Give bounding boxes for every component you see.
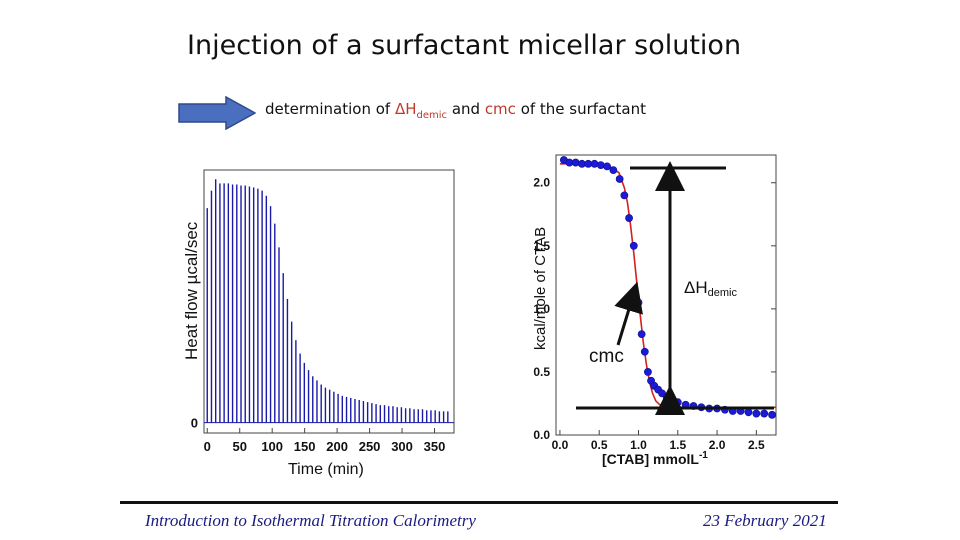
heat-y-tick-label: 0: [191, 416, 198, 431]
slide-title: Injection of a surfactant micellar solut…: [187, 30, 742, 61]
data-point: [689, 402, 698, 410]
right-arrow-icon: [178, 96, 256, 130]
footer-divider: [120, 501, 838, 504]
enthalpy-x-tick-label: 2.5: [748, 438, 765, 452]
data-point: [615, 175, 624, 183]
subtitle-prefix: determination of: [265, 100, 395, 118]
data-point: [736, 407, 745, 415]
data-point: [625, 214, 633, 222]
data-point: [667, 397, 676, 405]
subtitle-delta-h: ΔH: [394, 100, 417, 118]
heat-x-tick-label: 250: [359, 439, 381, 454]
enthalpy-x-tick-label: 2.0: [709, 438, 726, 452]
heat-x-tick-label: 100: [261, 439, 283, 454]
heat-flow-xlabel: Time (min): [288, 461, 364, 478]
fit-curve: [559, 163, 776, 409]
heat-x-tick-label: 300: [391, 439, 413, 454]
enthalpy-xlabel-main: [CTAB] mmolL: [602, 451, 699, 467]
heat-flow-chart: 0 50 100 150 200 250 300 350 0 Heat flow µcal/se…: [182, 169, 455, 478]
enthalpy-y-tick-label: 0.0: [533, 428, 550, 442]
data-point: [634, 298, 643, 307]
subtitle-suffix: of the surfactant: [515, 100, 646, 118]
data-point: [713, 404, 721, 413]
enthalpy-y-tick-label: 2.0: [533, 176, 550, 190]
data-point: [768, 410, 776, 419]
enthalpy-x-tick-label: 0.5: [591, 438, 608, 452]
footer-course-title: Introduction to Isothermal Titration Cal…: [145, 511, 476, 530]
data-point: [629, 241, 638, 250]
subtitle-and: and: [447, 100, 485, 118]
enthalpy-y-tick-label: 0.5: [533, 365, 550, 379]
right-arrow-shape: [178, 96, 256, 130]
data-point: [681, 400, 690, 409]
data-point: [644, 368, 652, 376]
subtitle-delta-h-sub: demic: [416, 110, 448, 121]
enthalpy-y-tick-label: 1.0: [533, 302, 550, 316]
data-point: [728, 407, 737, 415]
data-point: [571, 158, 580, 167]
heat-x-tick-label: 0: [204, 439, 211, 454]
heat-x-tick-label: 350: [424, 439, 446, 454]
data-point: [640, 347, 649, 356]
enthalpy-xlabel-sup: -1: [699, 450, 708, 461]
enthalpy-xlabel: [CTAB] mmolL-1: [602, 450, 708, 467]
data-point: [620, 191, 629, 200]
data-point: [590, 159, 599, 168]
enthalpy-chart: 0.0 0.5 1.0 1.5 2.0 2.5 0.0 0.5 1.0 1.5 2.0 kcal/m…: [532, 154, 777, 467]
heat-flow-ylabel: Heat flow µcal/sec: [182, 221, 201, 360]
data-point: [603, 162, 611, 171]
data-point: [596, 161, 605, 169]
heat-flow-plot-frame: [203, 169, 455, 434]
heat-x-tick-label: 200: [326, 439, 348, 454]
heat-x-tick-label: 50: [232, 439, 246, 454]
data-point: [744, 408, 753, 417]
data-point: [705, 404, 714, 413]
data-point: [637, 330, 646, 338]
enthalpy-ylabel: kcal/mole of CTAB: [532, 227, 549, 350]
data-point: [760, 409, 769, 418]
subtitle-cmc: cmc: [484, 100, 516, 118]
data-point: [609, 166, 618, 175]
enthalpy-y-tick-label: 1.5: [533, 239, 550, 253]
enthalpy-x-tick-label: 1.0: [630, 438, 647, 452]
data-point: [752, 409, 761, 418]
data-point: [673, 398, 682, 407]
slide-subtitle: determination of ΔHdemic and cmc of the …: [265, 100, 646, 121]
enthalpy-x-tick-label: 0.0: [552, 438, 569, 452]
data-point: [721, 405, 729, 414]
enthalpy-x-tick-label: 1.5: [669, 438, 686, 452]
data-point: [697, 403, 706, 412]
heat-x-tick-label: 150: [294, 439, 316, 454]
enthalpy-plot-frame: [555, 154, 777, 436]
footer-date: 23 February 2021: [703, 511, 827, 530]
